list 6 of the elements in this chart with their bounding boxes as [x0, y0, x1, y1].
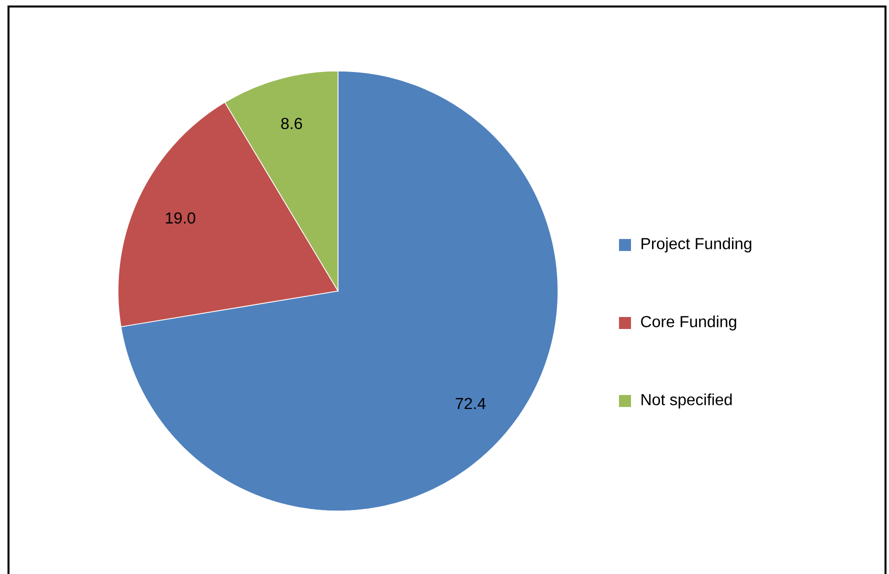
- data-label: 8.6: [281, 118, 302, 130]
- legend-label: Not specified: [642, 394, 732, 408]
- data-label: 19.0: [166, 212, 196, 224]
- legend-label: Core Funding: [641, 316, 736, 330]
- data-label: 72.4: [456, 398, 486, 410]
- legend-label: Project Funding: [642, 238, 752, 252]
